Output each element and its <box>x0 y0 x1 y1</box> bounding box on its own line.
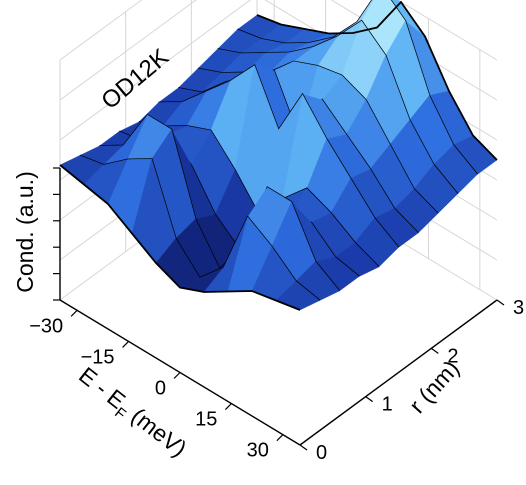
y-tick-label: 2 <box>447 345 458 367</box>
grid-line <box>59 0 143 61</box>
grid-line <box>59 0 252 141</box>
y-tick-labels: 0 1 2 3 <box>299 297 524 464</box>
x-tick-label: 0 <box>155 378 166 400</box>
y-tick <box>365 396 374 403</box>
y-tick <box>496 299 505 306</box>
x-tick-label: 30 <box>247 440 269 462</box>
grid-line <box>396 0 498 61</box>
x-tick <box>276 434 284 442</box>
y-tick-label: 1 <box>382 394 393 416</box>
x-tick-labels: −30 −15 0 15 30 <box>29 309 284 462</box>
surface <box>59 0 498 311</box>
x-tick <box>70 309 78 317</box>
x-tick <box>225 403 232 410</box>
x-tick-label: 15 <box>195 409 217 431</box>
x-tick <box>122 341 129 348</box>
profile-line <box>59 164 301 311</box>
y-tick-label: 0 <box>316 442 327 464</box>
grid-line <box>59 0 197 101</box>
x-axis-label-unit: (meV) <box>126 403 191 462</box>
x-axis-label: E - EF(meV) <box>71 362 192 466</box>
y-tick <box>299 444 308 451</box>
y-axis-line <box>299 299 498 446</box>
x-tick <box>173 372 181 379</box>
y-tick-label: 3 <box>513 297 524 319</box>
x-tick-label: −15 <box>81 346 115 368</box>
y-tick <box>430 347 439 354</box>
profile-line <box>256 0 498 161</box>
z-axis-label: Cond. (a.u.) <box>12 171 38 292</box>
x-tick-label: −30 <box>29 315 63 337</box>
